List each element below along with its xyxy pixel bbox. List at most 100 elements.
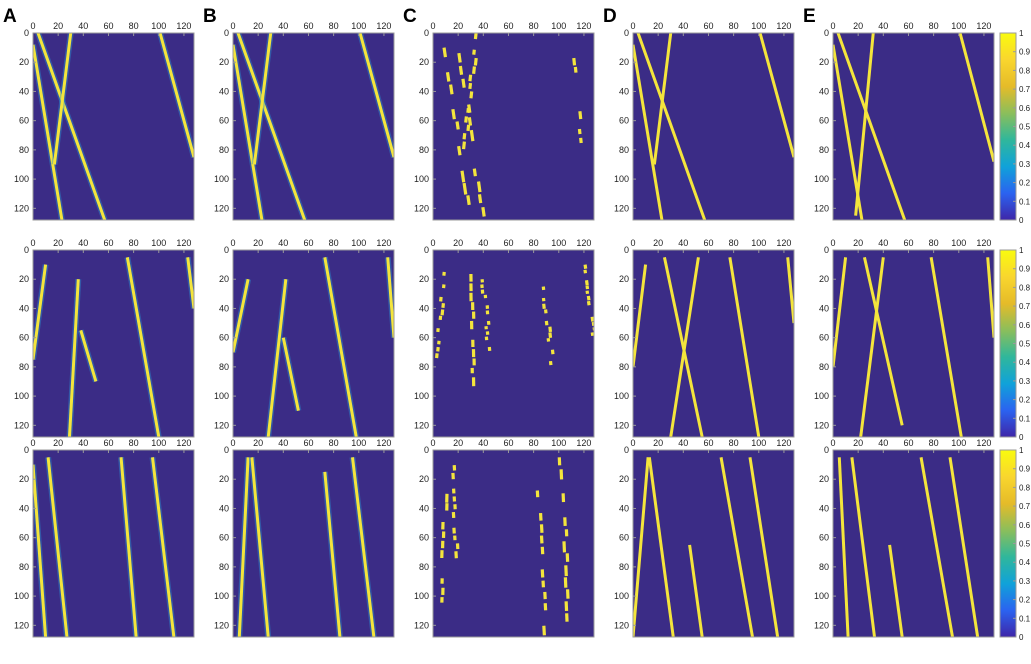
x-tick-label: 100 xyxy=(351,21,366,31)
y-tick-label: 120 xyxy=(814,203,829,213)
colorbar-tick-label: 1 xyxy=(1019,446,1024,455)
y-tick-label: 40 xyxy=(219,303,229,313)
x-tick-label: 120 xyxy=(176,21,191,31)
segment-line xyxy=(728,257,761,437)
x-tick-label: 20 xyxy=(53,238,63,248)
x-tick-label: 80 xyxy=(329,21,339,31)
x-tick-label: 40 xyxy=(278,238,288,248)
x-tick-label: 60 xyxy=(703,238,713,248)
y-tick-label: 0 xyxy=(624,28,629,38)
segment-line xyxy=(266,279,288,437)
x-tick-label: 0 xyxy=(30,438,35,448)
x-tick-label: 0 xyxy=(30,238,35,248)
y-tick-label: 100 xyxy=(414,174,429,184)
heatmap-lines xyxy=(233,256,394,437)
y-tick-label: 120 xyxy=(614,203,629,213)
y-tick-label: 0 xyxy=(424,245,429,255)
segment-line xyxy=(929,257,963,437)
x-tick-label: 20 xyxy=(653,21,663,31)
x-tick-label: 120 xyxy=(376,438,391,448)
x-tick-label: 80 xyxy=(929,238,939,248)
segment-fragment xyxy=(583,264,588,269)
heatmap-background xyxy=(233,250,394,437)
x-tick-label: 20 xyxy=(653,438,663,448)
x-tick-label: 60 xyxy=(303,438,313,448)
y-tick-label: 60 xyxy=(19,333,29,343)
y-tick-label: 0 xyxy=(824,445,829,455)
x-tick-label: 120 xyxy=(776,238,791,248)
segment-fragment xyxy=(472,49,476,55)
x-tick-label: 0 xyxy=(630,238,635,248)
colorbar-tick-label: 0.3 xyxy=(1019,377,1031,386)
segment-line xyxy=(33,44,64,220)
segment-line xyxy=(358,33,394,158)
y-tick-label: 80 xyxy=(219,362,229,372)
segment-line xyxy=(758,33,794,158)
x-tick-label: 40 xyxy=(78,21,88,31)
y-tick-label: 20 xyxy=(419,274,429,284)
x-tick-label: 80 xyxy=(129,21,139,31)
segment-line xyxy=(854,33,875,216)
axes-frame xyxy=(832,249,995,438)
heatmap-lines xyxy=(233,33,394,220)
colorbar-tick-label: 0.2 xyxy=(1019,179,1031,188)
segment-fragment xyxy=(462,182,468,195)
y-tick-label: 60 xyxy=(419,533,429,543)
y-tick-label: 80 xyxy=(419,362,429,372)
segment-line xyxy=(158,33,194,158)
axes-frame xyxy=(832,32,995,221)
heatmap-lines xyxy=(633,256,794,437)
y-tick-label: 60 xyxy=(419,116,429,126)
segment-line xyxy=(236,33,307,220)
segment-fragment xyxy=(440,309,445,316)
y-tick-label: 120 xyxy=(14,203,29,213)
y-tick-label: 80 xyxy=(19,145,29,155)
segment-fragment xyxy=(468,74,473,82)
x-tick-label: 120 xyxy=(576,438,591,448)
y-tick-label: 100 xyxy=(14,174,29,184)
y-tick-label: 60 xyxy=(19,116,29,126)
y-tick-label: 80 xyxy=(619,145,629,155)
segment-line xyxy=(647,457,675,637)
segment-line xyxy=(850,457,876,637)
colorbar-tick-label: 0.2 xyxy=(1019,396,1031,405)
x-tick-label: 0 xyxy=(430,438,435,448)
y-tick-label: 40 xyxy=(19,86,29,96)
x-tick-label: 0 xyxy=(230,438,235,448)
colorbar-tick-label: 1 xyxy=(1019,29,1024,38)
y-tick-label: 120 xyxy=(814,420,829,430)
y-tick-label: 0 xyxy=(824,28,829,38)
x-tick-label: 0 xyxy=(630,21,635,31)
y-tick-label: 100 xyxy=(814,174,829,184)
heatmap-background xyxy=(33,250,194,437)
segment-fragment xyxy=(548,332,553,338)
segment-fragment xyxy=(457,145,462,156)
y-tick-label: 60 xyxy=(819,116,829,126)
segment-fragment xyxy=(461,141,466,150)
segment-fragment xyxy=(542,625,546,636)
heatmap-lines xyxy=(833,33,994,220)
y-tick-label: 40 xyxy=(419,86,429,96)
y-tick-label: 0 xyxy=(24,245,29,255)
x-tick-label: 0 xyxy=(430,21,435,31)
y-tick-label: 20 xyxy=(419,57,429,67)
segment-fragment xyxy=(477,194,483,204)
x-tick-label: 0 xyxy=(30,21,35,31)
y-tick-label: 80 xyxy=(819,362,829,372)
x-tick-label: 0 xyxy=(430,238,435,248)
y-tick-label: 40 xyxy=(19,303,29,313)
heatmap-panel-b-row-2: 0 20 40 60 80 100 120 0 20 40 60 80 100 120 xyxy=(214,238,395,438)
y-tick-label: 40 xyxy=(619,503,629,513)
y-tick-label: 40 xyxy=(619,303,629,313)
segment-fragment xyxy=(460,170,466,183)
segment-line xyxy=(250,457,270,637)
x-tick-label: 120 xyxy=(376,21,391,31)
colorbar-tick-label: 0.8 xyxy=(1019,483,1031,492)
x-tick-label: 60 xyxy=(103,438,113,448)
x-tick-label: 80 xyxy=(729,438,739,448)
segment-fragment xyxy=(579,137,583,144)
segment-line xyxy=(669,257,700,437)
x-tick-label: 80 xyxy=(329,438,339,448)
heatmap-background xyxy=(33,450,194,637)
